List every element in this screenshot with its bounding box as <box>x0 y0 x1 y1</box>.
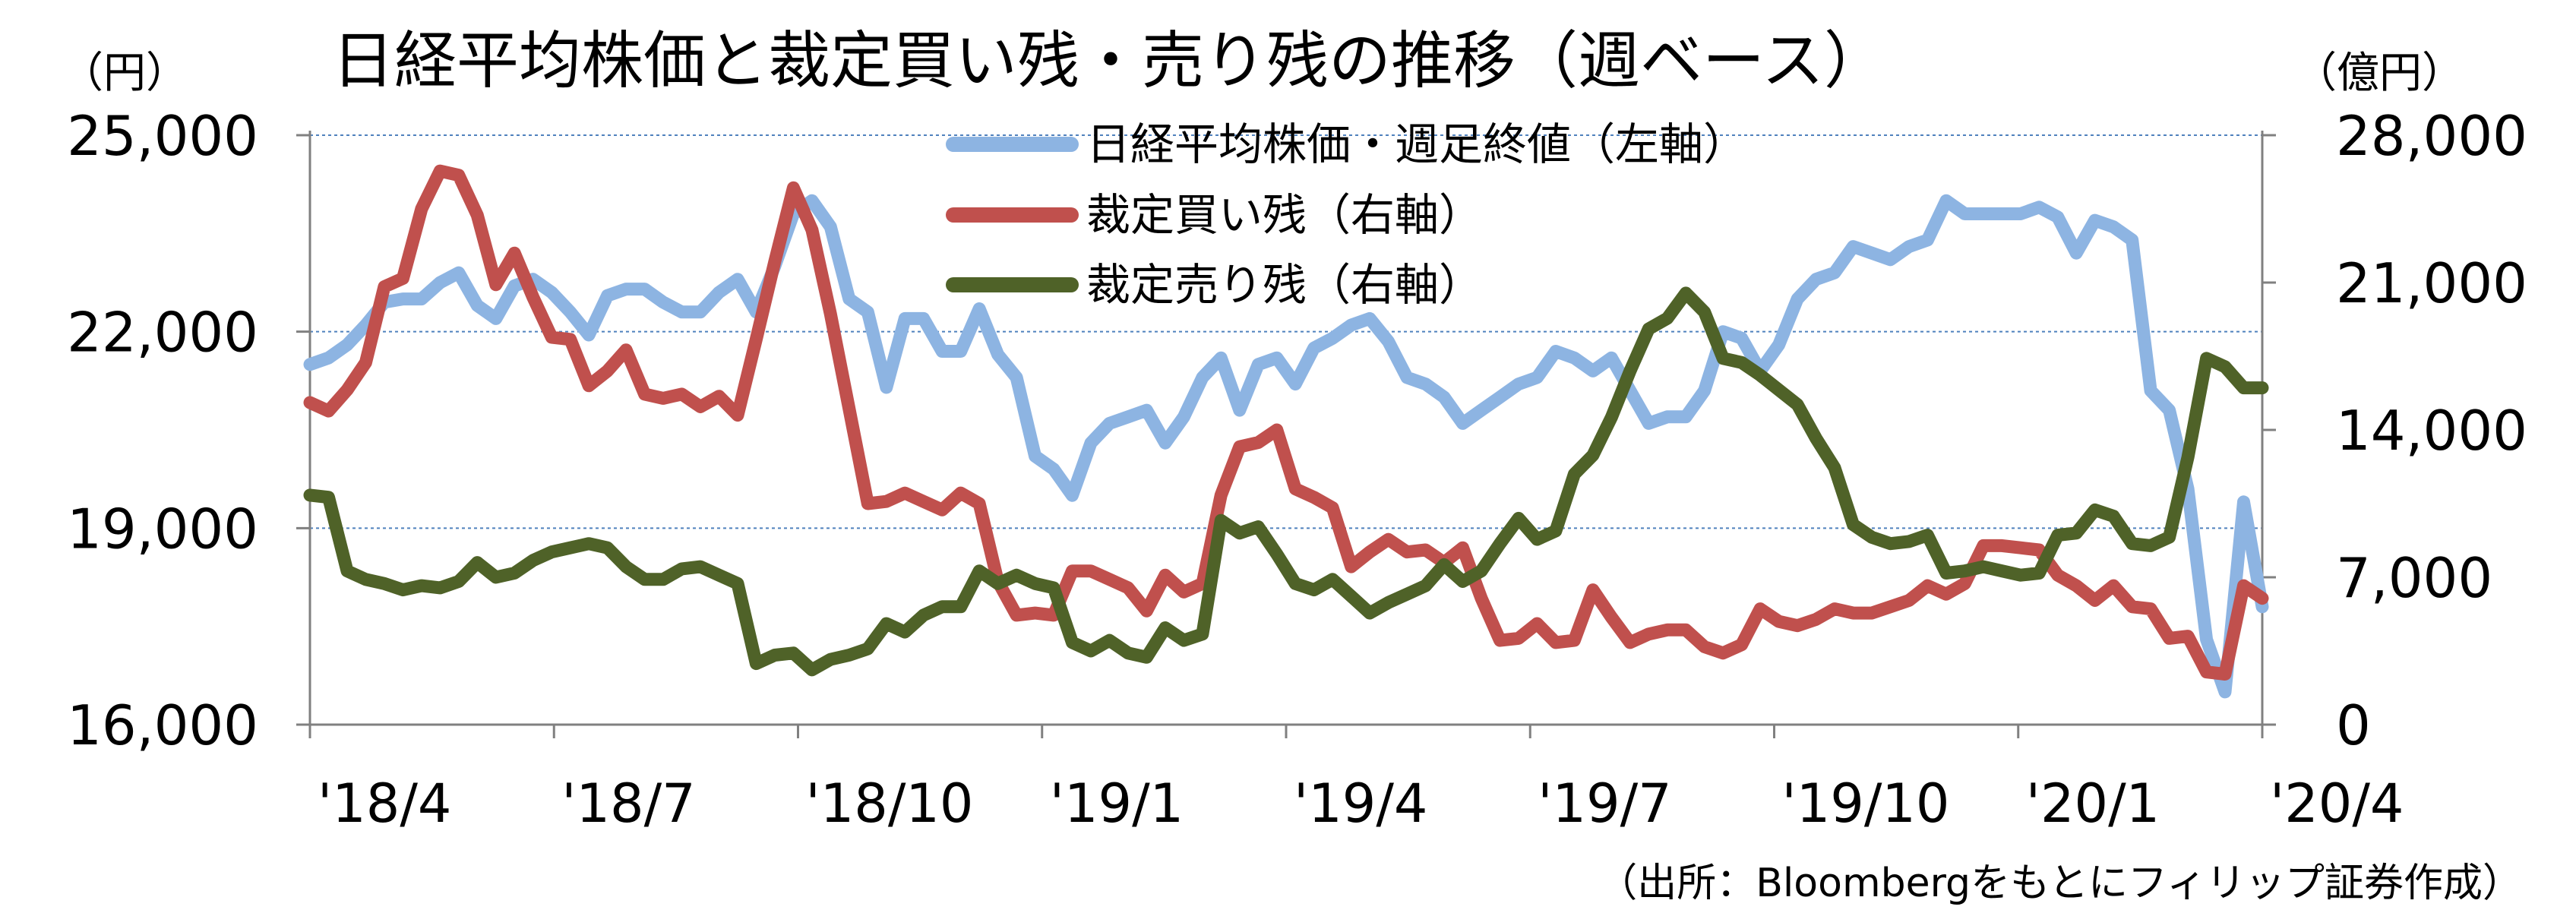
x-axis: '18/4 '18/7 '18/10 '19/1 '19/4 '19/7 '19/10 '20… <box>318 772 2404 835</box>
legend-label-arbitrage-buy: 裁定買い残（右軸） <box>1086 189 1483 241</box>
right-y-tick-label: 7,000 <box>2336 546 2492 610</box>
x-tick-label: '20/1 <box>2026 772 2160 835</box>
x-tick-label: '19/1 <box>1050 772 1184 835</box>
legend-label-nikkei: 日経平均株価・週足終値（左軸） <box>1086 118 1747 170</box>
right-y-tick-label: 0 <box>2336 693 2371 757</box>
left-y-tick-label: 16,000 <box>67 693 258 757</box>
left-y-axis: 16,000 19,000 22,000 25,000 <box>67 104 258 757</box>
x-tick-label: '19/10 <box>1782 772 1950 835</box>
x-tick-label: '19/7 <box>1538 772 1671 835</box>
line-arbitrage-sell <box>303 286 2269 677</box>
x-tick-label: '19/4 <box>1294 772 1427 835</box>
right-axis-unit: （億円） <box>2294 49 2464 98</box>
chart-title: 日経平均株価と裁定買い残・売り残の推移（週ベース） <box>332 25 1886 97</box>
left-axis-unit: （円） <box>61 49 188 98</box>
source-note: （出所：Bloombergをもとにフィリップ証券作成） <box>1598 861 2522 906</box>
plot-lines <box>303 164 2269 699</box>
right-y-tick-label: 21,000 <box>2336 251 2527 315</box>
line-arbitrage-buy <box>303 164 2269 681</box>
legend: 日経平均株価・週足終値（左軸） 裁定買い残（右軸） 裁定売り残（右軸） <box>946 118 1747 311</box>
x-tick-label: '18/10 <box>806 772 974 835</box>
left-y-tick-label: 19,000 <box>67 497 258 561</box>
right-y-axis: 0 7,000 14,000 21,000 28,000 <box>2336 104 2527 757</box>
line-nikkei <box>303 194 2269 699</box>
x-tick-label: '18/7 <box>561 772 695 835</box>
x-tick-label: '20/4 <box>2270 772 2404 835</box>
x-tick-label: '18/4 <box>318 772 451 835</box>
legend-label-arbitrage-sell: 裁定売り残（右軸） <box>1086 259 1483 311</box>
right-y-tick-label: 14,000 <box>2336 399 2527 463</box>
left-y-tick-label: 22,000 <box>67 301 258 365</box>
axes <box>296 131 2276 738</box>
right-y-tick-label: 28,000 <box>2336 104 2527 168</box>
left-y-tick-label: 25,000 <box>67 104 258 168</box>
